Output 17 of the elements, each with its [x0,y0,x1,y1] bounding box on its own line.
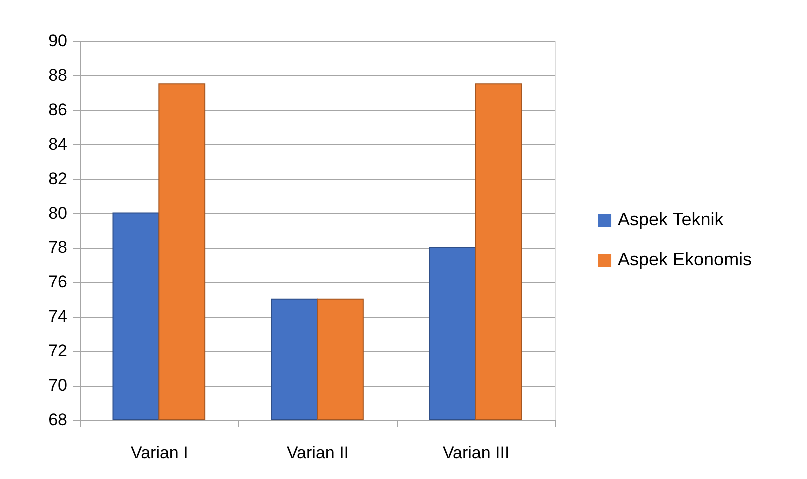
y-tick-label: 74 [48,307,68,326]
x-tick-label: Varian II [286,444,350,462]
y-tick-label: 82 [48,169,68,188]
x-tick-label: Varian I [131,444,188,462]
y-tick-label: 70 [48,376,68,396]
x-tick-label: Varian III [442,444,510,462]
y-tick-label: 90 [48,32,68,50]
y-tick-label: 68 [48,410,68,430]
y-tick-label: 72 [48,342,68,361]
y-tick-label: 86 [48,100,68,120]
y-tick-label: 88 [48,66,68,85]
y-tick-label: 80 [48,204,68,223]
legend-label: Aspek Teknik [618,210,725,230]
legend-label: Aspek Ekonomis [618,250,752,270]
y-tick-label: 84 [48,134,68,154]
y-tick-label: 76 [48,272,68,292]
y-tick-label: 78 [48,238,68,258]
